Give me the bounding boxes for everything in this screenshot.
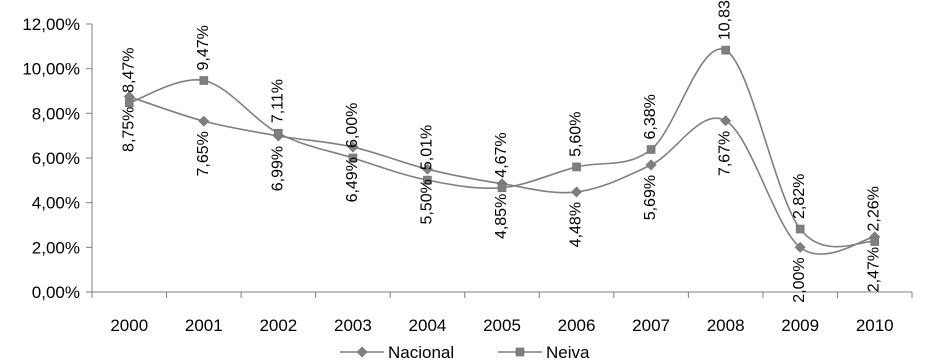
nacional-data-label: 6,49% xyxy=(344,157,361,202)
nacional-point xyxy=(198,115,210,127)
y-tick-label: 2,00% xyxy=(32,238,80,257)
neiva-point xyxy=(795,224,805,234)
neiva-point xyxy=(348,153,358,163)
neiva-line xyxy=(129,48,875,248)
neiva-point xyxy=(199,76,209,85)
nacional-data-label: 5,69% xyxy=(642,175,659,220)
nacional-point xyxy=(645,159,657,171)
nacional-data-label: 6,99% xyxy=(269,146,286,191)
neiva-data-label: 8,47% xyxy=(120,47,137,92)
x-tick-label: 2010 xyxy=(856,316,894,335)
neiva-data-label: 6,38% xyxy=(642,94,659,139)
x-tick-label: 2001 xyxy=(185,316,223,335)
neiva-point xyxy=(646,145,656,154)
axes xyxy=(86,23,913,298)
nacional-point xyxy=(347,141,359,153)
nacional-legend-marker xyxy=(356,346,368,358)
x-tick-label: 2000 xyxy=(110,316,148,335)
neiva-point xyxy=(870,237,880,246)
nacional-legend-label: Nacional xyxy=(388,343,454,362)
nacional-data-label: 4,48% xyxy=(568,202,585,247)
neiva-point xyxy=(721,45,730,55)
neiva-point xyxy=(124,98,134,108)
y-tick-label: 12,00% xyxy=(22,15,80,34)
x-tick-label: 2007 xyxy=(632,316,670,335)
neiva-data-label: 5,60% xyxy=(568,112,585,157)
y-tick-label: 10,00% xyxy=(22,60,80,79)
nacional-data-label: 2,47% xyxy=(866,247,883,292)
nacional-data-label: 5,50% xyxy=(418,179,435,224)
nacional-data-label: 8,75% xyxy=(120,107,137,152)
y-tick-label: 8,00% xyxy=(32,104,80,123)
x-tick-label: 2002 xyxy=(259,316,297,335)
nacional-data-label: 2,00% xyxy=(791,257,808,302)
neiva-data-label: 6,00% xyxy=(344,103,361,148)
neiva-data-label: 10,83% xyxy=(717,0,734,40)
y-tick-label: 4,00% xyxy=(32,194,80,213)
neiva-point xyxy=(572,162,581,172)
nacional-point xyxy=(422,163,433,175)
x-tick-label: 2009 xyxy=(781,316,819,335)
x-tick-labels: 2000 2001 2002 2003 2004 2005 2006 2007 2008 2009… xyxy=(110,316,893,335)
x-tick-label: 2006 xyxy=(558,316,596,335)
nacional-data-label: 7,65% xyxy=(195,131,212,176)
neiva-data-label: 2,82% xyxy=(791,174,808,219)
y-tick-label: 6,00% xyxy=(32,149,80,168)
neiva-data-label: 5,01% xyxy=(418,125,435,170)
nacional-point xyxy=(794,241,806,253)
neiva-legend-label: Neiva xyxy=(546,343,590,362)
nacional-data-label: 4,85% xyxy=(493,194,510,239)
data-labels: 8,75% 7,65% 6,99% 6,49% 5,50% 4,85% 4,48% 5,69%… xyxy=(120,0,882,303)
series-markers xyxy=(123,45,881,253)
neiva-point xyxy=(274,128,283,138)
neiva-legend-marker xyxy=(515,347,525,357)
y-tick-label: 0,00% xyxy=(32,283,80,302)
x-tick-label: 2005 xyxy=(483,316,521,335)
nacional-data-label: 7,67% xyxy=(717,131,734,176)
nacional-point xyxy=(571,186,582,198)
legend: Nacional Neiva xyxy=(340,343,590,362)
x-tick-label: 2003 xyxy=(334,316,372,335)
neiva-point xyxy=(497,183,507,193)
series-lines xyxy=(129,48,875,255)
neiva-data-label: 4,67% xyxy=(493,132,510,177)
nacional-point xyxy=(720,115,732,127)
x-tick-label: 2008 xyxy=(707,316,745,335)
x-tick-label: 2004 xyxy=(409,316,447,335)
neiva-point xyxy=(423,175,432,185)
nacional-line xyxy=(129,95,875,255)
neiva-data-label: 2,26% xyxy=(866,186,883,231)
neiva-data-label: 9,47% xyxy=(195,25,212,70)
y-tick-labels: 0,00% 2,00% 4,00% 6,00% 8,00% 10,00% 12,00% xyxy=(22,15,80,302)
neiva-data-label: 7,11% xyxy=(269,79,286,123)
